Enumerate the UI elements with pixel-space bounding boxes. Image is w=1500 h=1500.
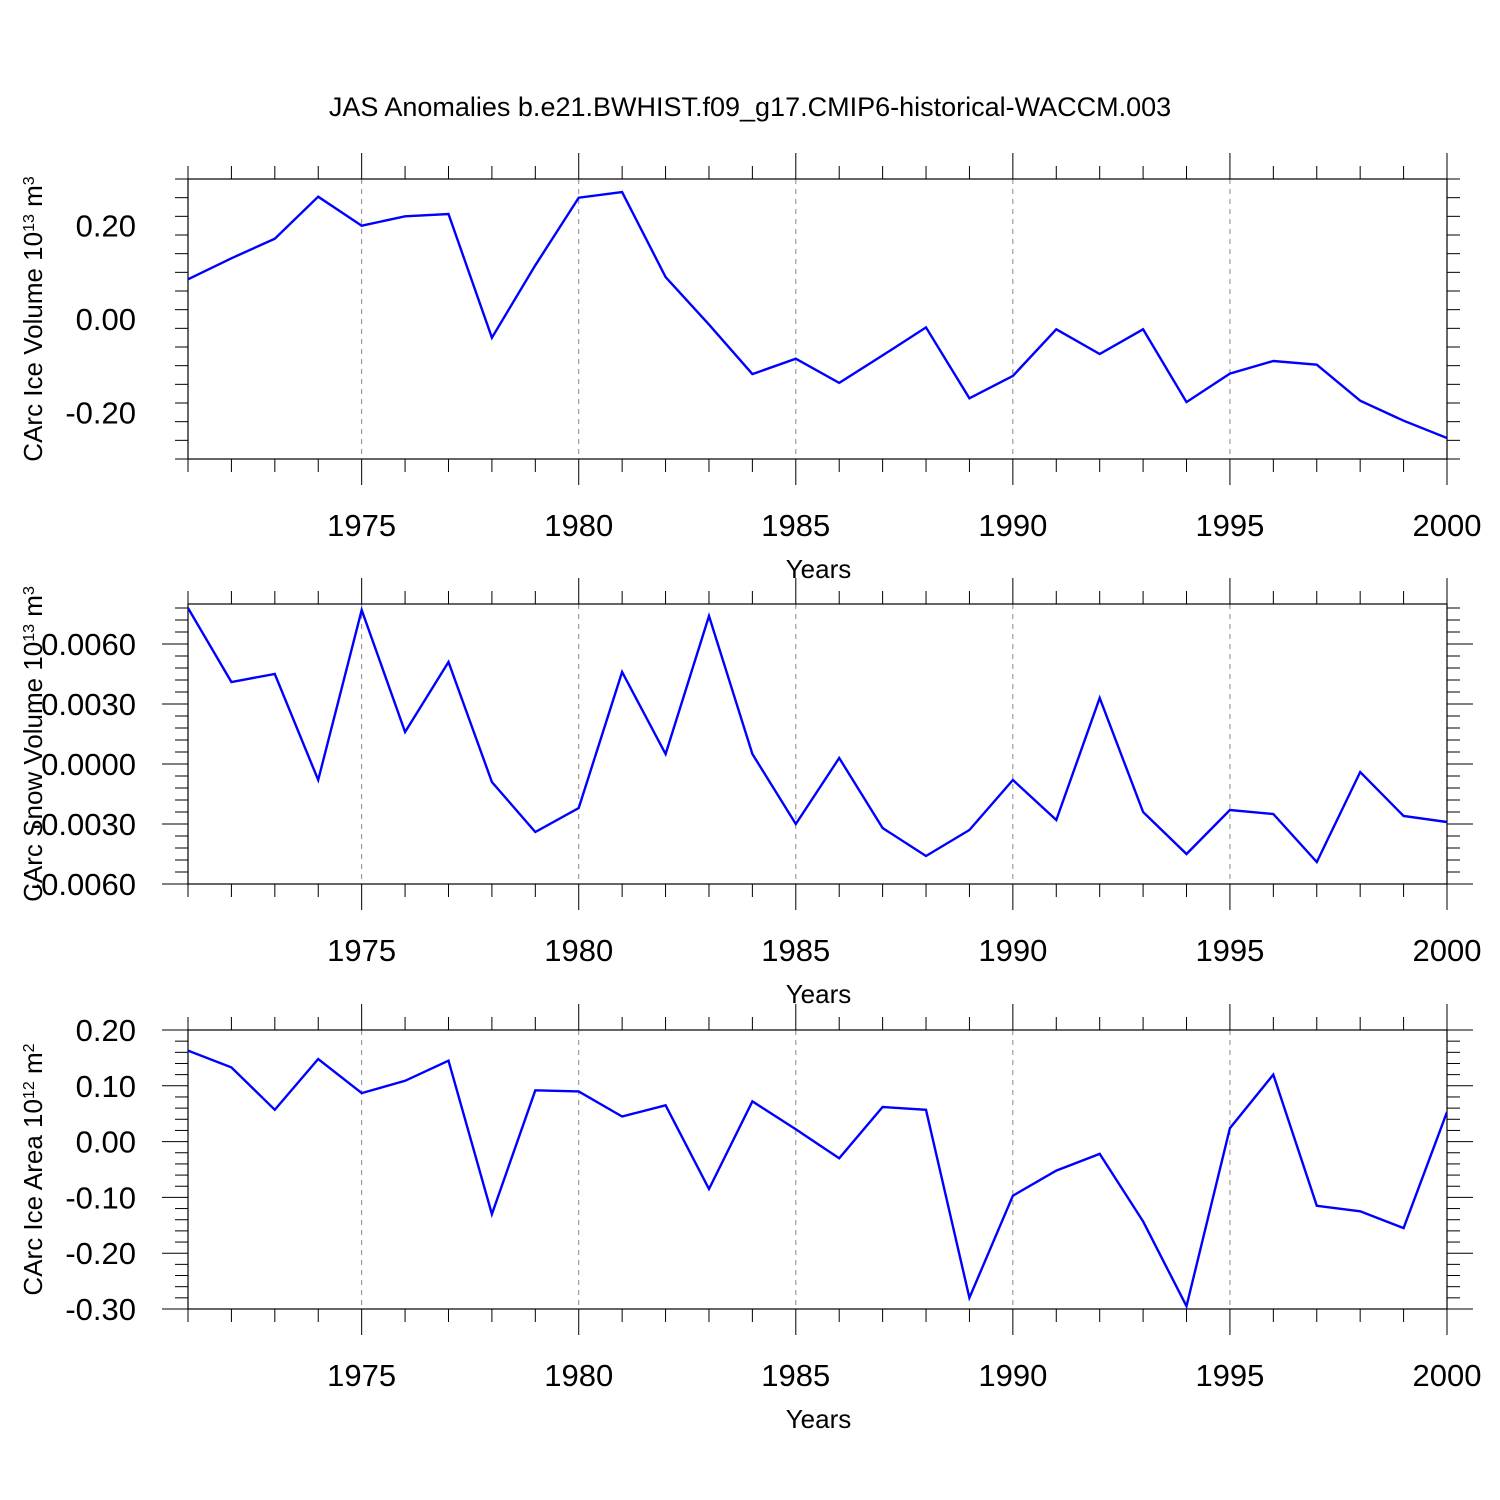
x-tick-label: 1980 — [544, 1358, 613, 1393]
series-line — [188, 1049, 1447, 1309]
y-axis-label-unit-exponent: 2 — [21, 1043, 38, 1052]
y-tick-label: -0.30 — [65, 1292, 136, 1327]
x-tick-label: 1995 — [1195, 1358, 1264, 1393]
y-tick-label: -0.0060 — [31, 867, 136, 902]
series-line — [188, 190, 1447, 440]
x-tick-label: 1975 — [327, 1358, 396, 1393]
figure-title: JAS Anomalies b.e21.BWHIST.f09_g17.CMIP6… — [329, 92, 1171, 122]
x-tick-label: 1975 — [327, 933, 396, 968]
y-tick-label: 0.0030 — [41, 687, 136, 722]
x-tick-label: 2000 — [1413, 508, 1482, 543]
x-tick-label: 1990 — [978, 933, 1047, 968]
x-tick-label: 2000 — [1413, 933, 1482, 968]
x-tick-label: 1990 — [978, 1358, 1047, 1393]
plot-frame — [187, 178, 1448, 460]
y-axis-label-unit: m — [18, 185, 48, 214]
panel-2: -0.0060 -0.0030 0.0000 0.0030 0.0060 1975 1980… — [18, 578, 1481, 1009]
y-axis-label-text: CArc Snow Volume 10 — [18, 642, 48, 902]
panel-3: -0.30 -0.20 -0.10 0.00 0.10 0.20 1975 1980 1985 1… — [18, 1004, 1481, 1434]
y-tick-label: 0.00 — [76, 1125, 136, 1160]
x-tick-label: 1975 — [327, 508, 396, 543]
y-tick-label: -0.20 — [65, 395, 136, 430]
y-tick-label: 0.20 — [76, 1013, 136, 1048]
y-axis-label-text: CArc Ice Volume 10 — [18, 232, 48, 462]
x-tick-label: 1990 — [978, 508, 1047, 543]
x-tick-label: 2000 — [1413, 1358, 1482, 1393]
y-axis-label-unit: m — [18, 1052, 48, 1081]
x-tick-label: 1995 — [1195, 508, 1264, 543]
y-axis-label: CArc Ice Area 1012 m2 — [18, 1043, 48, 1295]
x-tick-label: 1995 — [1195, 933, 1264, 968]
y-tick-label: -0.0030 — [31, 807, 136, 842]
y-axis-label-unit-exponent: 3 — [21, 586, 38, 595]
y-tick-label: -0.10 — [65, 1180, 136, 1215]
x-axis-label: Years — [786, 979, 852, 1009]
y-tick-label: -0.20 — [65, 1236, 136, 1271]
y-axis-label: CArc Ice Volume 1013 m3 — [18, 176, 48, 461]
x-tick-label: 1985 — [761, 1358, 830, 1393]
y-axis-label-unit-exponent: 3 — [21, 176, 38, 185]
y-tick-label: 0.10 — [76, 1069, 136, 1104]
y-axis-label-exponent: 12 — [21, 1081, 38, 1099]
plot-frame — [187, 1029, 1448, 1310]
y-axis-label-exponent: 13 — [21, 624, 38, 642]
x-axis-label: Years — [786, 1404, 852, 1434]
x-tick-label: 1980 — [544, 933, 613, 968]
x-tick-label: 1985 — [761, 508, 830, 543]
x-axis-label: Years — [786, 554, 852, 584]
y-tick-label: 0.20 — [76, 209, 136, 244]
y-axis-label-unit: m — [18, 595, 48, 624]
y-tick-label: 0.00 — [76, 302, 136, 337]
panel-1: -0.20 0.00 0.20 1975 1980 1985 1990 1995 2000 Yea… — [18, 153, 1481, 584]
x-tick-label: 1985 — [761, 933, 830, 968]
y-axis-label-exponent: 13 — [21, 214, 38, 232]
y-axis-label-text: CArc Ice Area 10 — [18, 1099, 48, 1296]
series-line — [188, 605, 1447, 865]
y-axis-label: CArc Snow Volume 1013 m3 — [18, 586, 48, 902]
y-tick-label: 0.0060 — [41, 627, 136, 662]
x-tick-label: 1980 — [544, 508, 613, 543]
plot-frame — [187, 603, 1448, 885]
y-tick-label: 0.0000 — [41, 747, 136, 782]
